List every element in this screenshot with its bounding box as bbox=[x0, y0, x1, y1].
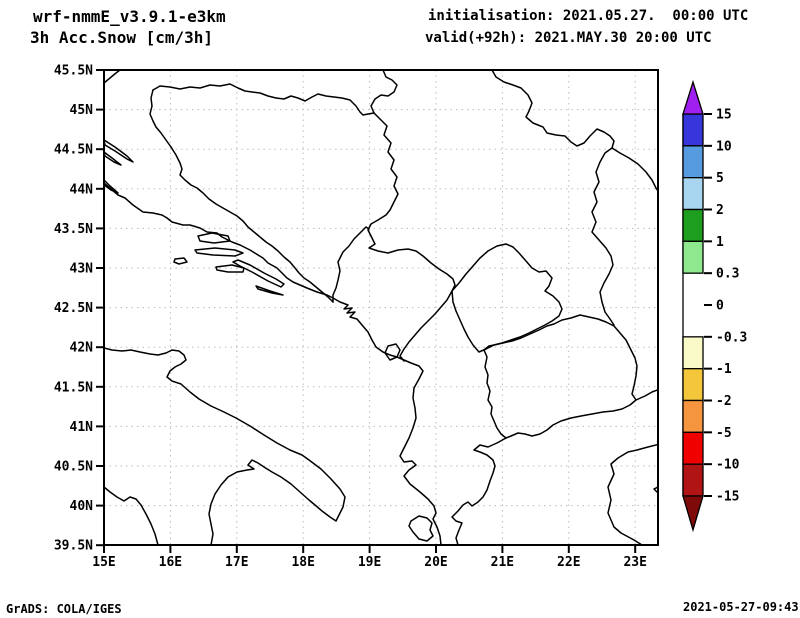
map-path-albania-greece-border bbox=[451, 437, 507, 545]
x-tick-label: 15E bbox=[92, 555, 115, 570]
map-path-island-brac bbox=[197, 232, 231, 244]
colorbar-legend: 15 10 5 2 1 0.3 0 -0.3 -1 -2 -5 -10 -15 bbox=[682, 79, 747, 533]
map-path-peljesac-peninsula bbox=[232, 259, 285, 288]
y-tick-label: 44N bbox=[70, 182, 94, 197]
colorbar-segment bbox=[682, 431, 704, 465]
latitude-axis: 45.5N 45N 44.5N 44N 43.5N 43N 42.5N 42N 41.5N 41N… bbox=[54, 64, 104, 554]
y-tick-label: 45N bbox=[70, 103, 94, 118]
colorbar-tick-label: -1 bbox=[716, 362, 732, 377]
map-path-corfu-island bbox=[408, 515, 434, 542]
colorbar-top-cap bbox=[682, 79, 704, 115]
map-path-italy-tyrrhenian-coast bbox=[104, 486, 159, 545]
colorbar-tick-label: 0 bbox=[716, 298, 724, 313]
map-path-bulgaria-greece-border-stub bbox=[635, 388, 658, 401]
map-path-north-macedonia-border bbox=[483, 314, 638, 439]
x-tick-label: 18E bbox=[291, 555, 314, 570]
y-tick-label: 42.5N bbox=[54, 301, 93, 316]
colorbar-tick-label: 15 bbox=[716, 108, 732, 123]
colorbar-tick-label: -2 bbox=[716, 394, 732, 409]
colorbar-tick-label: 2 bbox=[716, 203, 724, 218]
y-tick-label: 40N bbox=[70, 499, 94, 514]
colorbar-segment bbox=[682, 336, 704, 370]
map-path-istria-coast bbox=[104, 70, 121, 84]
colorbar-tick-label: 1 bbox=[716, 235, 724, 250]
map-path-serbia-romania-border bbox=[491, 70, 615, 149]
x-tick-label: 20E bbox=[424, 555, 447, 570]
colorbar-segment bbox=[682, 113, 704, 147]
map-path-montenegro-albania-border bbox=[399, 290, 453, 362]
map-path-island-korcula bbox=[215, 264, 245, 273]
map-path-island-vis bbox=[173, 257, 188, 265]
map-path-island-krk bbox=[104, 139, 134, 163]
creation-timestamp: 2021-05-27-09:43 bbox=[683, 600, 799, 614]
grads-credit: GrADS: COLA/IGES bbox=[6, 602, 122, 616]
graticule bbox=[104, 70, 658, 545]
y-tick-label: 44.5N bbox=[54, 143, 93, 158]
valid-time: valid(+92h): 2021.MAY.30 20:00 UTC bbox=[425, 30, 712, 46]
colorbar-segment bbox=[682, 240, 704, 274]
model-title: wrf-nmmE_v3.9.1-e3km bbox=[33, 7, 226, 26]
map-path-croatia-serbia-border bbox=[370, 70, 398, 114]
colorbar-tick-label: -5 bbox=[716, 426, 732, 441]
y-tick-label: 41N bbox=[70, 420, 94, 435]
map-path-kosovo-border bbox=[451, 243, 563, 353]
colorbar-segment bbox=[682, 368, 704, 402]
longitude-axis: 15E 16E 17E 18E 19E 20E 21E 22E 23E bbox=[92, 545, 647, 570]
map-path-island-mljet bbox=[255, 285, 284, 296]
colorbar-segment bbox=[682, 208, 704, 242]
x-tick-label: 23E bbox=[623, 555, 646, 570]
map-path-serbia-bulgaria-border bbox=[591, 147, 615, 326]
colorbar-segment bbox=[682, 399, 704, 433]
map-path-bosnia-west-border bbox=[149, 89, 334, 303]
x-tick-label: 17E bbox=[225, 555, 248, 570]
variable-title: 3h Acc.Snow [cm/3h] bbox=[30, 28, 214, 47]
x-tick-label: 19E bbox=[358, 555, 381, 570]
initialisation-time: initialisation: 2021.05.27. 00:00 UTC bbox=[428, 8, 749, 24]
map-path-lake-scutari bbox=[384, 343, 401, 361]
colorbar-tick-label: -0.3 bbox=[716, 330, 747, 345]
y-tick-label: 39.5N bbox=[54, 539, 93, 554]
colorbar-tick-label: 0.3 bbox=[716, 267, 739, 282]
map-path-greece-aegean-coast bbox=[607, 443, 658, 545]
colorbar-tick-label: -10 bbox=[716, 458, 740, 473]
y-tick-label: 45.5N bbox=[54, 64, 93, 79]
colorbar-tick-label: 10 bbox=[716, 139, 732, 154]
map-path-italy-adriatic-coast bbox=[104, 347, 346, 545]
y-tick-label: 41.5N bbox=[54, 380, 93, 395]
map-path-romania-bulgaria-danube bbox=[611, 147, 658, 193]
map-path-island-hvar bbox=[194, 247, 244, 257]
y-tick-label: 43.5N bbox=[54, 222, 93, 237]
map-outlines bbox=[104, 70, 658, 545]
map-path-croatia-bosnia-sava-border bbox=[152, 83, 375, 116]
colorbar-bottom-cap bbox=[682, 495, 704, 533]
y-tick-label: 42N bbox=[70, 341, 94, 356]
y-tick-label: 43N bbox=[70, 262, 94, 277]
colorbar-segment bbox=[682, 145, 704, 179]
x-tick-label: 16E bbox=[159, 555, 182, 570]
colorbar-tick-label: -15 bbox=[716, 489, 739, 504]
colorbar-tick-label: 5 bbox=[716, 171, 724, 186]
colorbar-segment bbox=[682, 463, 704, 497]
map-path-bosnia-serbia-montenegro-border bbox=[367, 112, 456, 292]
y-tick-label: 40.5N bbox=[54, 460, 93, 475]
map-path-montenegro-bosnia-border bbox=[332, 226, 370, 303]
x-tick-label: 21E bbox=[491, 555, 514, 570]
map-path-adriatic-east-coast bbox=[104, 182, 442, 545]
colorbar-segment bbox=[682, 177, 704, 211]
map-path-island-pag bbox=[104, 179, 119, 194]
x-tick-label: 22E bbox=[557, 555, 580, 570]
